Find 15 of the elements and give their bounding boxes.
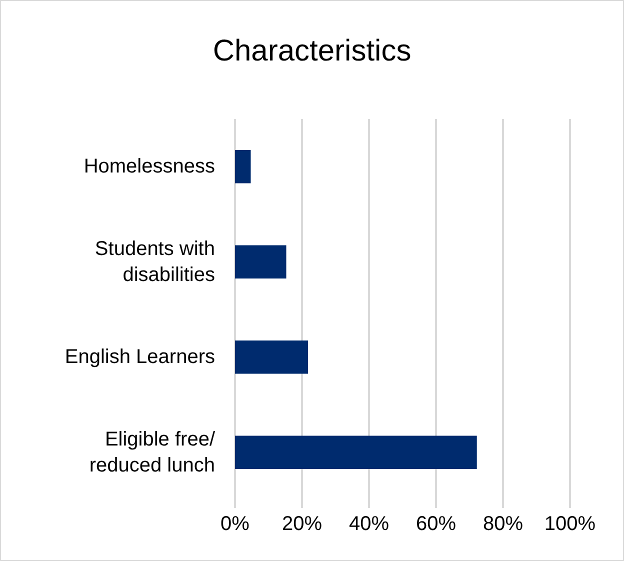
x-tick-label: 20% (282, 513, 322, 535)
x-tick-label: 100% (544, 513, 596, 535)
bar (235, 150, 251, 184)
y-tick-label: Homelessness (84, 156, 215, 178)
x-tick-label: 0% (220, 513, 250, 535)
y-tick-label: Students with disabilities (94, 238, 215, 286)
bar (235, 436, 477, 470)
chart-title: Characteristics (212, 34, 412, 68)
bar (235, 245, 286, 279)
x-tick-label: 40% (348, 513, 390, 535)
x-tick-label: 60% (416, 513, 456, 535)
x-tick-label: 80% (482, 513, 524, 535)
y-tick-label: Eligible free/ reduced lunch (89, 428, 216, 476)
bar (235, 340, 308, 374)
y-tick-label: English Learners (64, 346, 215, 368)
